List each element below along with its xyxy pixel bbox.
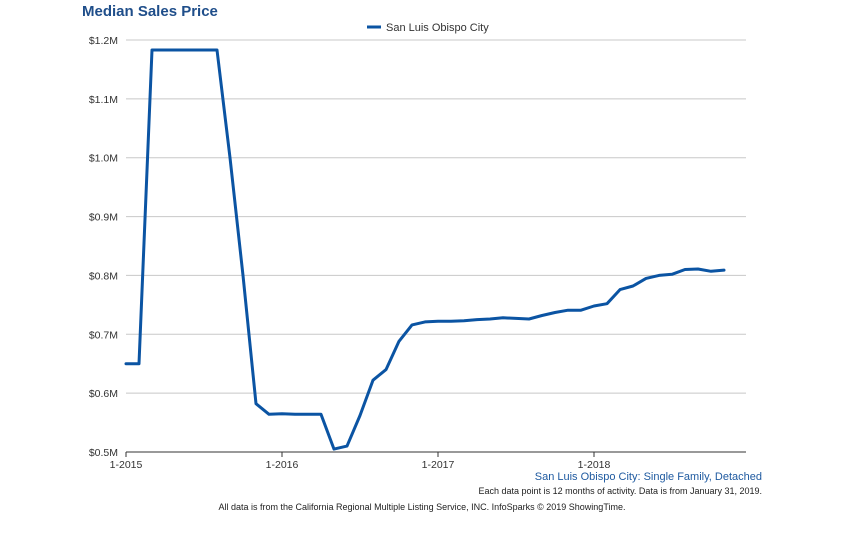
source-credit: All data is from the California Regional… — [218, 502, 626, 512]
series-line-san-luis-obispo-city[interactable] — [124, 48, 726, 451]
y-tick-label: $1.0M — [89, 153, 118, 165]
chart-title: Median Sales Price — [82, 3, 218, 20]
x-tick-label: 1-2017 — [422, 459, 455, 471]
y-tick-label: $1.1M — [89, 94, 118, 106]
series-group — [124, 48, 726, 451]
x-axis: 1-2015 1-2016 1-2017 1-2018 — [110, 451, 746, 471]
grid-lines — [126, 39, 746, 394]
y-tick-label: $0.9M — [89, 212, 118, 224]
chart-subtitle: San Luis Obispo City: Single Family, Det… — [534, 471, 762, 483]
y-axis: $0.5M $0.6M $0.7M $0.8M $0.9M $1.0M $1.1M $1.2M — [89, 35, 118, 459]
legend[interactable]: San Luis Obispo City — [367, 22, 489, 34]
y-tick-label: $0.6M — [89, 388, 118, 400]
y-tick-label: $0.5M — [89, 447, 118, 459]
data-note: Each data point is 12 months of activity… — [478, 486, 762, 496]
y-tick-label: $1.2M — [89, 35, 118, 47]
x-tick-label: 1-2018 — [578, 459, 611, 471]
legend-label: San Luis Obispo City — [386, 22, 489, 34]
x-tick-label: 1-2015 — [110, 459, 143, 471]
y-tick-label: $0.8M — [89, 270, 118, 282]
y-tick-label: $0.7M — [89, 329, 118, 341]
x-tick-label: 1-2016 — [266, 459, 299, 471]
